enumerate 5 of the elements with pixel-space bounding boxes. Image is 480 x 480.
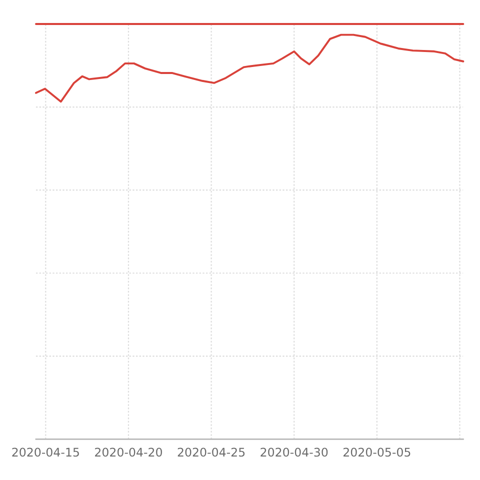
x-tick-label: 2020-04-25 (178, 448, 245, 457)
x-tick-label: 2020-04-15 (12, 448, 79, 457)
x-tick-label: 2020-04-30 (260, 448, 328, 457)
x-tick-label: 2020-05-05 (343, 448, 410, 457)
x-tick-label: 2020-04-20 (95, 448, 162, 457)
